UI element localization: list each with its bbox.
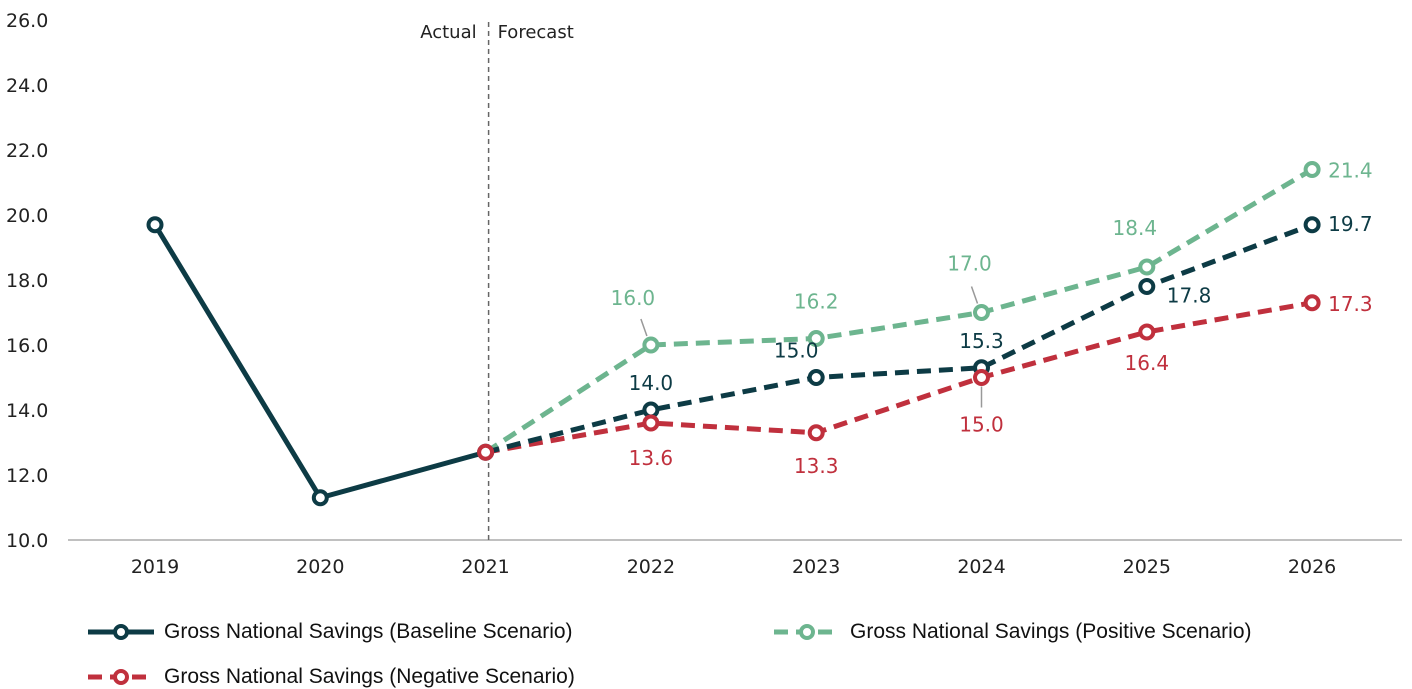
data-label-negative: 17.3 [1328, 292, 1373, 316]
line-baseline-actual [152, 223, 487, 501]
line-chart: 10.0 12.0 14.0 16.0 18.0 20.0 22.0 24.0 26.0 201… [6, 10, 1402, 578]
data-label-baseline: 17.8 [1167, 284, 1212, 308]
legend-item-negative: Gross National Savings (Negative Scenari… [88, 665, 575, 689]
marker-negative [477, 443, 495, 461]
marker-negative [1138, 323, 1156, 341]
data-label-positive: 17.0 [947, 252, 992, 276]
data-label-baseline: 15.0 [774, 339, 819, 363]
y-tick-label: 26.0 [6, 10, 48, 32]
data-label-positive: 18.4 [1113, 216, 1158, 240]
marker-negative [807, 424, 825, 442]
x-tick-label: 2024 [957, 556, 1005, 578]
leader-line [640, 318, 648, 337]
y-tick-label: 18.0 [6, 270, 48, 292]
data-label-baseline: 14.0 [629, 371, 674, 395]
marker-baseline [1138, 278, 1156, 295]
data-label-positive: 16.2 [794, 290, 839, 314]
marker-positive [642, 336, 660, 354]
marker-positive [1138, 258, 1156, 276]
data-label-positive: 21.4 [1328, 159, 1373, 183]
leader-line [970, 286, 979, 304]
marker-negative [973, 369, 990, 386]
legend-label-negative: Gross National Savings (Negative Scenari… [164, 665, 575, 688]
y-tick-label: 22.0 [6, 140, 48, 162]
marker-positive [807, 330, 825, 347]
y-tick-label: 10.0 [6, 530, 48, 552]
marker-baseline [807, 369, 825, 386]
line-positive [484, 167, 1314, 455]
legend-item-positive: Gross National Savings (Positive Scenari… [774, 620, 1252, 644]
legend: Gross National Savings (Baseline Scenari… [88, 620, 1388, 689]
series-lines [146, 161, 1321, 507]
marker-baseline [311, 489, 329, 507]
data-label-baseline: 15.3 [959, 329, 1004, 353]
y-tick-label: 24.0 [6, 75, 48, 97]
x-tick-label: 2019 [131, 556, 179, 578]
data-label-positive: 16.0 [611, 286, 656, 310]
legend-label-baseline: Gross National Savings (Baseline Scenari… [164, 620, 573, 643]
y-tick-label: 14.0 [6, 400, 48, 422]
marker-positive [1303, 161, 1321, 178]
y-tick-label: 20.0 [6, 205, 48, 227]
x-tick-label: 2023 [792, 556, 840, 578]
line-negative [485, 300, 1313, 455]
marker-positive [973, 304, 990, 321]
legend-label-positive: Gross National Savings (Positive Scenari… [850, 620, 1252, 643]
y-axis: 10.0 12.0 14.0 16.0 18.0 20.0 22.0 24.0 26.0 [6, 10, 48, 552]
x-axis: 2019 2020 2021 2022 2023 2024 2025 2026 [68, 539, 1402, 578]
data-labels: 14.0 15.0 15.3 17.8 19.7 16.0 16.2 17.0 18.4 21.4… [611, 159, 1373, 478]
y-tick-label: 16.0 [6, 335, 48, 357]
legend-swatch-baseline [88, 624, 154, 640]
actual-label: Actual [420, 22, 476, 43]
data-label-negative: 16.4 [1125, 351, 1170, 375]
x-tick-label: 2026 [1288, 556, 1336, 578]
line-baseline-forecast [484, 222, 1313, 455]
actual-forecast-divider: Actual Forecast [420, 22, 574, 540]
x-tick-label: 2020 [296, 556, 344, 578]
data-label-negative: 13.6 [629, 446, 674, 470]
marker-baseline [1303, 216, 1321, 234]
x-tick-label: 2022 [627, 556, 675, 578]
legend-item-baseline: Gross National Savings (Baseline Scenari… [88, 620, 573, 644]
legend-swatch-negative [88, 669, 154, 685]
marker-baseline [146, 216, 164, 234]
marker-negative [642, 414, 660, 432]
x-tick-label: 2025 [1123, 556, 1171, 578]
data-label-baseline: 19.7 [1328, 212, 1373, 236]
marker-negative [1303, 294, 1321, 312]
x-tick-label: 2021 [461, 556, 509, 578]
forecast-label: Forecast [498, 22, 574, 43]
data-label-negative: 15.0 [959, 413, 1004, 437]
y-tick-label: 12.0 [6, 465, 48, 487]
data-label-negative: 13.3 [794, 454, 839, 478]
legend-swatch-positive [774, 624, 840, 640]
